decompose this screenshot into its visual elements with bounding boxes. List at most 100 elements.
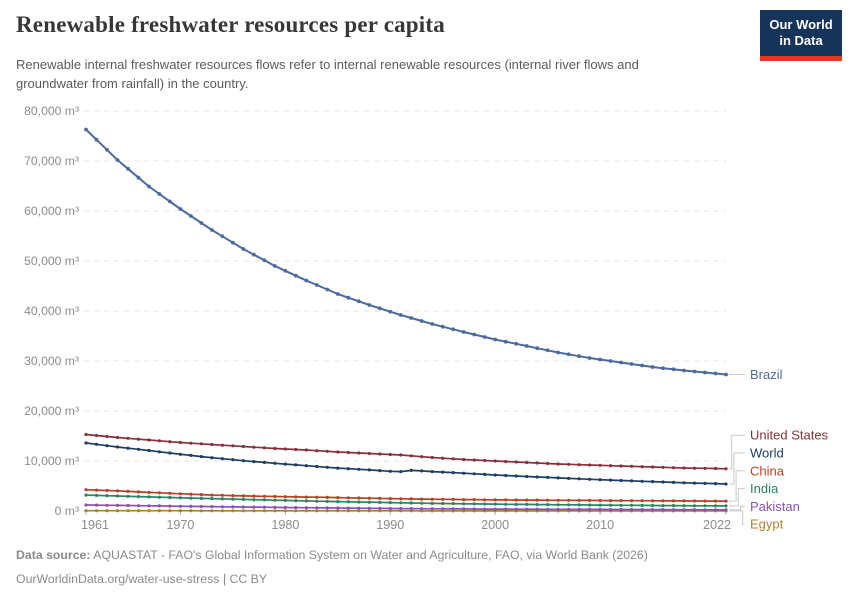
data-point[interactable] (189, 504, 193, 508)
data-point[interactable] (640, 499, 644, 503)
data-point[interactable] (210, 505, 214, 509)
data-point[interactable] (199, 442, 203, 446)
series-line-india[interactable] (85, 494, 726, 507)
data-point[interactable] (661, 366, 665, 371)
data-point[interactable] (619, 360, 623, 365)
data-point[interactable] (409, 507, 413, 511)
data-point[interactable] (136, 447, 141, 451)
data-point[interactable] (504, 498, 508, 502)
data-point[interactable] (598, 478, 602, 482)
data-point[interactable] (535, 503, 539, 507)
license-link[interactable]: OurWorldinData.org/water-use-stress | CC… (16, 572, 268, 587)
data-point[interactable] (315, 495, 319, 499)
data-point[interactable] (157, 509, 161, 513)
data-point[interactable] (671, 466, 676, 470)
data-point[interactable] (126, 446, 130, 450)
data-point[interactable] (388, 506, 392, 511)
data-point[interactable] (409, 468, 413, 472)
data-point[interactable] (546, 461, 550, 466)
data-point[interactable] (115, 503, 120, 507)
data-point[interactable] (651, 480, 655, 484)
data-point[interactable] (535, 507, 539, 511)
data-point[interactable] (588, 477, 592, 481)
data-point[interactable] (619, 478, 623, 483)
data-point[interactable] (189, 492, 193, 496)
data-point[interactable] (609, 503, 613, 507)
data-point[interactable] (367, 506, 371, 510)
owid-logo[interactable]: Our World in Data (760, 10, 842, 61)
data-point[interactable] (84, 127, 88, 132)
data-point[interactable] (357, 506, 361, 510)
data-point[interactable] (378, 506, 382, 510)
data-point[interactable] (609, 507, 613, 512)
data-point[interactable] (105, 488, 109, 493)
data-point[interactable] (451, 507, 455, 511)
data-point[interactable] (241, 505, 245, 509)
data-point[interactable] (126, 503, 130, 508)
data-point[interactable] (94, 442, 99, 446)
data-point[interactable] (84, 503, 88, 507)
data-point[interactable] (367, 468, 371, 472)
data-point[interactable] (430, 322, 435, 326)
data-point[interactable] (588, 507, 592, 511)
data-point[interactable] (483, 472, 487, 476)
data-point[interactable] (399, 507, 403, 511)
data-point[interactable] (346, 500, 350, 504)
data-point[interactable] (241, 247, 246, 251)
data-point[interactable] (283, 498, 287, 502)
data-point[interactable] (462, 507, 466, 511)
data-point[interactable] (189, 509, 193, 513)
data-point[interactable] (451, 457, 455, 461)
data-point[interactable] (661, 480, 665, 484)
data-point[interactable] (388, 497, 392, 501)
data-point[interactable] (514, 498, 518, 502)
data-point[interactable] (105, 444, 109, 448)
data-point[interactable] (210, 509, 214, 513)
data-point[interactable] (294, 463, 298, 467)
data-point[interactable] (567, 503, 571, 507)
data-point[interactable] (336, 496, 340, 500)
data-point[interactable] (315, 464, 319, 469)
data-point[interactable] (420, 507, 424, 511)
data-point[interactable] (136, 175, 141, 180)
data-point[interactable] (231, 458, 235, 462)
data-point[interactable] (661, 508, 665, 512)
data-point[interactable] (640, 479, 644, 483)
data-point[interactable] (640, 503, 644, 507)
data-point[interactable] (671, 480, 676, 484)
data-point[interactable] (210, 456, 214, 460)
data-point[interactable] (168, 509, 172, 513)
data-point[interactable] (273, 498, 277, 502)
data-point[interactable] (661, 499, 665, 503)
data-point[interactable] (703, 466, 707, 470)
legend-label-brazil[interactable]: Brazil (750, 367, 783, 382)
data-point[interactable] (556, 503, 560, 507)
data-point[interactable] (157, 450, 161, 454)
data-point[interactable] (378, 452, 382, 456)
data-point[interactable] (115, 158, 120, 162)
series-line-world[interactable] (85, 442, 727, 485)
data-point[interactable] (157, 491, 161, 495)
data-point[interactable] (483, 498, 487, 502)
data-point[interactable] (84, 432, 88, 437)
data-point[interactable] (199, 509, 203, 513)
data-point[interactable] (147, 509, 151, 513)
data-point[interactable] (724, 482, 728, 486)
data-point[interactable] (556, 507, 560, 511)
data-point[interactable] (178, 509, 182, 513)
data-point[interactable] (399, 497, 403, 501)
data-point[interactable] (325, 509, 329, 513)
data-point[interactable] (577, 498, 581, 502)
data-point[interactable] (651, 465, 655, 469)
data-point[interactable] (588, 463, 592, 467)
data-point[interactable] (346, 295, 351, 300)
data-point[interactable] (462, 471, 466, 475)
data-point[interactable] (420, 455, 424, 459)
data-point[interactable] (325, 287, 330, 292)
data-point[interactable] (598, 498, 602, 503)
data-point[interactable] (514, 507, 518, 511)
data-point[interactable] (692, 499, 697, 503)
data-point[interactable] (567, 476, 571, 480)
data-point[interactable] (357, 496, 361, 500)
data-point[interactable] (115, 445, 120, 449)
